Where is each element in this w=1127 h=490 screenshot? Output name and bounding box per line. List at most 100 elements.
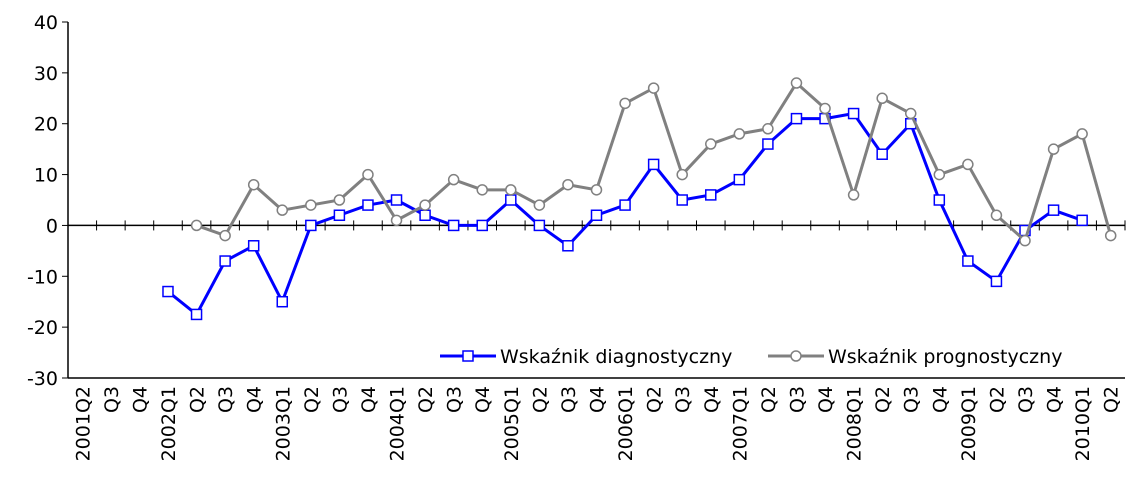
point bbox=[562, 240, 574, 252]
point bbox=[533, 219, 546, 232]
point bbox=[247, 178, 260, 191]
point bbox=[819, 102, 831, 115]
point bbox=[790, 77, 803, 89]
point bbox=[419, 209, 431, 222]
y-tick-label: -10 bbox=[27, 266, 58, 288]
x-tick-label: Q3 bbox=[444, 386, 466, 413]
x-tick-label: Q4 bbox=[701, 386, 723, 413]
point bbox=[962, 255, 974, 267]
x-tick-label: Q3 bbox=[901, 386, 923, 413]
point bbox=[162, 285, 174, 298]
x-tick-label: Q4 bbox=[244, 386, 266, 413]
point bbox=[1076, 214, 1088, 227]
point bbox=[647, 82, 660, 94]
point bbox=[362, 168, 374, 181]
x-tick-label: Q3 bbox=[672, 386, 694, 413]
x-tick-label: Q2 bbox=[415, 386, 437, 413]
x-tick-label: Q2 bbox=[758, 386, 780, 413]
point bbox=[190, 219, 203, 232]
point bbox=[847, 189, 860, 201]
x-tick-label: Q4 bbox=[358, 386, 380, 413]
point bbox=[762, 138, 774, 150]
x-tick-label: 2008Q1 bbox=[844, 386, 866, 461]
legend-marker bbox=[462, 350, 474, 362]
y-tick-label: -20 bbox=[27, 317, 58, 339]
point bbox=[1047, 204, 1060, 216]
x-tick-label: Q3 bbox=[558, 386, 580, 413]
x-tick-label: Q2 bbox=[1101, 386, 1123, 413]
point bbox=[390, 194, 403, 206]
x-tick-label: Q4 bbox=[472, 386, 494, 413]
x-tick-label: 2010Q1 bbox=[1072, 386, 1094, 461]
y-tick-label: -30 bbox=[27, 368, 58, 390]
point bbox=[333, 209, 346, 222]
x-tick-label: 2006Q1 bbox=[615, 386, 637, 461]
point bbox=[1019, 234, 1031, 247]
point bbox=[876, 92, 888, 105]
legend-label: Wskaźnik diagnostyczny bbox=[500, 346, 732, 368]
point bbox=[790, 112, 803, 125]
x-tick-label: Q3 bbox=[786, 386, 808, 413]
point bbox=[533, 199, 546, 211]
x-tick-label: Q2 bbox=[872, 386, 894, 413]
x-tick-label: Q4 bbox=[929, 386, 951, 413]
point bbox=[476, 219, 488, 232]
point bbox=[333, 194, 346, 206]
point bbox=[590, 209, 603, 222]
point bbox=[419, 199, 431, 211]
x-tick-label: Q3 bbox=[215, 386, 237, 413]
point bbox=[276, 204, 289, 216]
series-line bbox=[167, 111, 1083, 317]
y-tick-label: 0 bbox=[46, 215, 58, 237]
point bbox=[362, 199, 374, 211]
point bbox=[619, 97, 631, 110]
point bbox=[647, 158, 660, 171]
point bbox=[1076, 128, 1088, 140]
point bbox=[847, 107, 860, 120]
x-tick-label: 2004Q1 bbox=[387, 386, 409, 461]
point bbox=[305, 199, 317, 211]
x-tick-label: 2005Q1 bbox=[501, 386, 523, 461]
x-tick-label: Q2 bbox=[644, 386, 666, 413]
legend-label: Wskaźnik prognostyczny bbox=[828, 346, 1062, 368]
point bbox=[447, 219, 460, 232]
point bbox=[447, 173, 460, 186]
y-tick-label: 30 bbox=[34, 63, 58, 85]
x-tick-label: 2003Q1 bbox=[272, 386, 294, 461]
point bbox=[190, 308, 203, 321]
x-tick-label: Q3 bbox=[329, 386, 351, 413]
x-tick-label: 2001Q2 bbox=[72, 386, 94, 461]
point bbox=[962, 158, 974, 171]
x-tick-label: Q2 bbox=[986, 386, 1008, 413]
point bbox=[1104, 229, 1117, 242]
point bbox=[1047, 143, 1060, 155]
x-tick-label: 2007Q1 bbox=[729, 386, 751, 461]
x-tick-label: Q3 bbox=[101, 386, 123, 413]
point bbox=[390, 214, 403, 227]
x-tick-label: 2002Q1 bbox=[158, 386, 180, 461]
point bbox=[676, 168, 688, 181]
point bbox=[505, 184, 517, 196]
point bbox=[247, 240, 260, 252]
y-tick-label: 20 bbox=[34, 114, 58, 136]
point bbox=[505, 194, 517, 206]
point bbox=[476, 184, 488, 196]
x-tick-label: Q2 bbox=[529, 386, 551, 413]
y-tick-label: 10 bbox=[34, 165, 58, 187]
point bbox=[933, 168, 946, 181]
x-tick-label: Q2 bbox=[187, 386, 209, 413]
point bbox=[705, 138, 717, 150]
point bbox=[990, 209, 1003, 222]
point bbox=[705, 189, 717, 201]
x-tick-label: Q4 bbox=[1044, 386, 1066, 413]
point bbox=[676, 194, 688, 206]
point bbox=[305, 219, 317, 232]
x-tick-label: Q3 bbox=[1015, 386, 1037, 413]
x-tick-label: Q4 bbox=[129, 386, 151, 413]
point bbox=[562, 178, 574, 191]
point bbox=[219, 229, 231, 242]
point bbox=[933, 194, 946, 206]
point bbox=[990, 275, 1003, 288]
point bbox=[733, 173, 746, 186]
